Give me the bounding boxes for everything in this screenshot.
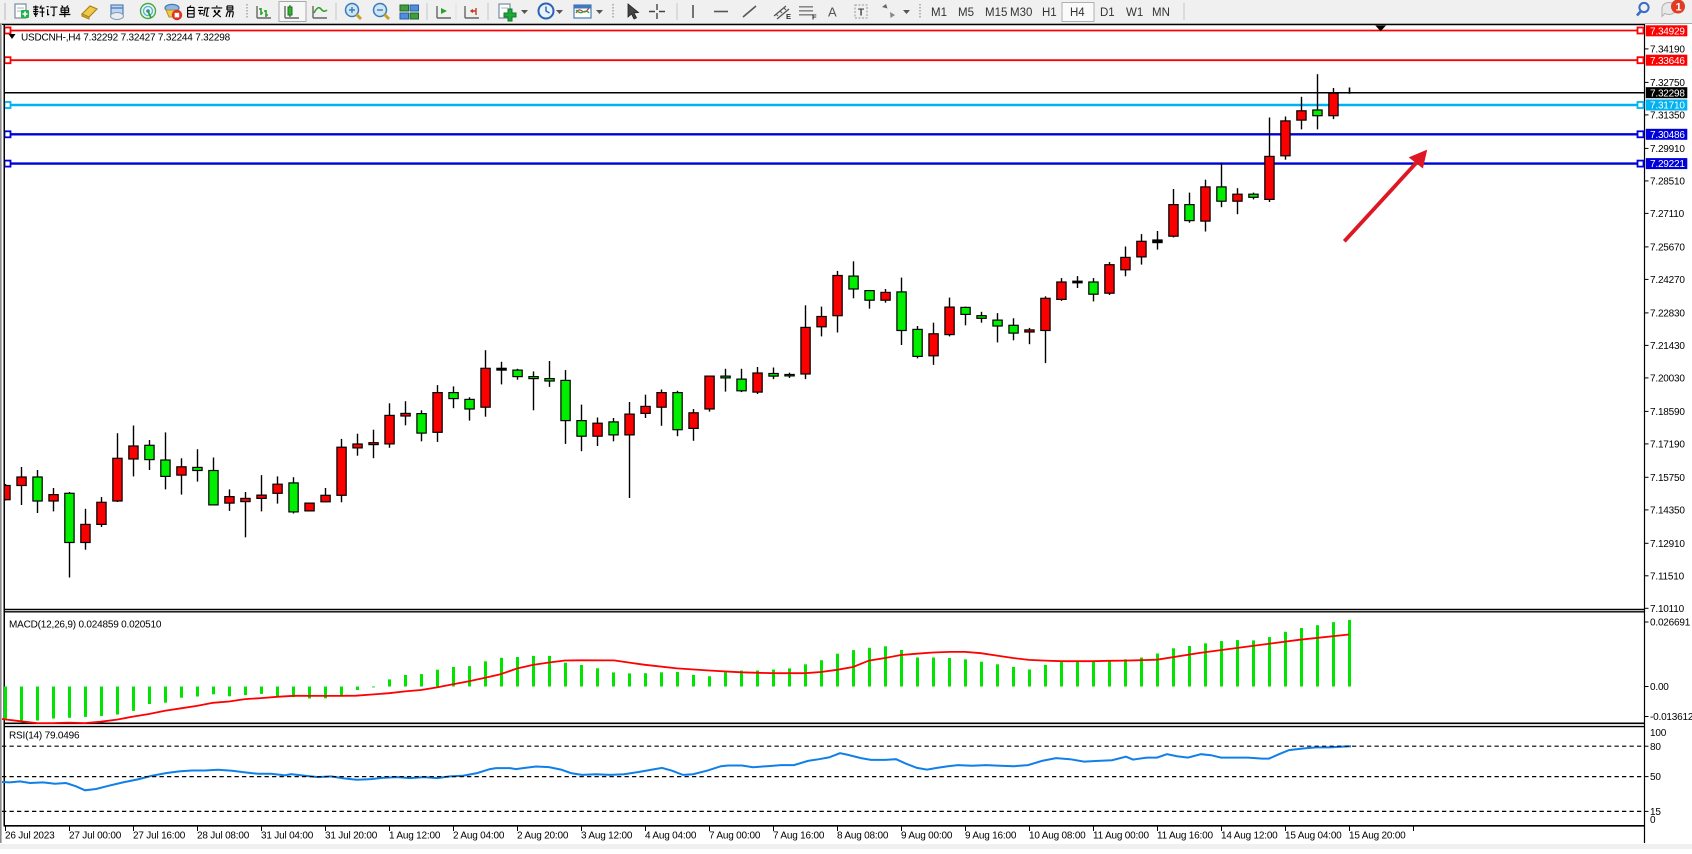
- svg-text:H4: H4: [1070, 7, 1085, 19]
- svg-text:7.18590: 7.18590: [1650, 407, 1685, 418]
- svg-text:7.25670: 7.25670: [1650, 243, 1685, 254]
- svg-text:7 Aug 00:00: 7 Aug 00:00: [709, 830, 761, 841]
- svg-text:7.21430: 7.21430: [1650, 341, 1685, 352]
- svg-text:7.12910: 7.12910: [1650, 539, 1685, 550]
- svg-text:7.27110: 7.27110: [1650, 209, 1685, 220]
- svg-text:11 Aug 00:00: 11 Aug 00:00: [1093, 830, 1149, 841]
- svg-text:7.29221: 7.29221: [1650, 159, 1685, 170]
- svg-text:27 Jul 00:00: 27 Jul 00:00: [69, 830, 122, 841]
- svg-text:A: A: [828, 5, 837, 20]
- svg-text:7.30486: 7.30486: [1650, 130, 1685, 141]
- svg-text:D1: D1: [1100, 7, 1115, 19]
- svg-text:USDCNH-,H4 7.32292 7.32427 7.: USDCNH-,H4 7.32292 7.32427 7.32244 7.322…: [21, 32, 231, 43]
- svg-text:80: 80: [1650, 742, 1661, 753]
- svg-text:7.33646: 7.33646: [1650, 56, 1685, 67]
- svg-text:2 Aug 04:00: 2 Aug 04:00: [453, 830, 505, 841]
- svg-text:9 Aug 00:00: 9 Aug 00:00: [901, 830, 953, 841]
- svg-text:7.24270: 7.24270: [1650, 275, 1685, 286]
- svg-text:F: F: [812, 13, 817, 22]
- svg-text:M15: M15: [985, 7, 1007, 19]
- svg-text:7.31710: 7.31710: [1650, 101, 1685, 112]
- svg-text:M30: M30: [1010, 7, 1032, 19]
- svg-text:0.00: 0.00: [1650, 682, 1669, 693]
- svg-text:15: 15: [1650, 807, 1661, 818]
- svg-text:7.32750: 7.32750: [1650, 78, 1685, 89]
- svg-text:8 Aug 08:00: 8 Aug 08:00: [837, 830, 889, 841]
- svg-text:7.20030: 7.20030: [1650, 374, 1685, 385]
- svg-text:H1: H1: [1042, 7, 1057, 19]
- svg-text:28 Jul 08:00: 28 Jul 08:00: [197, 830, 250, 841]
- svg-text:3 Aug 12:00: 3 Aug 12:00: [581, 830, 633, 841]
- svg-text:7.11510: 7.11510: [1650, 571, 1685, 582]
- svg-text:-0.013612: -0.013612: [1650, 712, 1692, 723]
- svg-text:W1: W1: [1126, 7, 1143, 19]
- svg-text:E: E: [786, 12, 791, 21]
- svg-text:7.17190: 7.17190: [1650, 440, 1685, 451]
- svg-text:7.31350: 7.31350: [1650, 111, 1685, 122]
- svg-text:9 Aug 16:00: 9 Aug 16:00: [965, 830, 1017, 841]
- svg-text:14 Aug 12:00: 14 Aug 12:00: [1221, 830, 1278, 841]
- svg-text:MACD(12,26,9) 0.024859 0.02051: MACD(12,26,9) 0.024859 0.020510: [9, 620, 162, 631]
- svg-text:7.14350: 7.14350: [1650, 506, 1685, 517]
- svg-text:2 Aug 20:00: 2 Aug 20:00: [517, 830, 569, 841]
- svg-text:7.29910: 7.29910: [1650, 144, 1685, 155]
- svg-text:1: 1: [1676, 2, 1682, 14]
- svg-text:50: 50: [1650, 772, 1661, 783]
- svg-text:7.10110: 7.10110: [1650, 604, 1685, 615]
- svg-text:31 Jul 04:00: 31 Jul 04:00: [261, 830, 314, 841]
- svg-text:0.026691: 0.026691: [1650, 618, 1691, 629]
- svg-text:11 Aug 16:00: 11 Aug 16:00: [1157, 830, 1213, 841]
- svg-text:27 Jul 16:00: 27 Jul 16:00: [133, 830, 186, 841]
- svg-text:7.34929: 7.34929: [1650, 26, 1685, 37]
- svg-text:7.22830: 7.22830: [1650, 309, 1685, 320]
- svg-text:100: 100: [1650, 728, 1667, 739]
- svg-text:15 Aug 20:00: 15 Aug 20:00: [1349, 830, 1406, 841]
- svg-text:4 Aug 04:00: 4 Aug 04:00: [645, 830, 697, 841]
- svg-text:RSI(14) 79.0496: RSI(14) 79.0496: [9, 731, 80, 742]
- svg-text:31 Jul 20:00: 31 Jul 20:00: [325, 830, 378, 841]
- svg-text:10 Aug 08:00: 10 Aug 08:00: [1029, 830, 1086, 841]
- svg-text:M5: M5: [958, 7, 974, 19]
- svg-text:7 Aug 16:00: 7 Aug 16:00: [773, 830, 825, 841]
- svg-text:26 Jul 2023: 26 Jul 2023: [5, 830, 55, 841]
- svg-text:7.28510: 7.28510: [1650, 177, 1685, 188]
- svg-text:T: T: [858, 8, 864, 19]
- svg-text:1 Aug 12:00: 1 Aug 12:00: [389, 830, 441, 841]
- svg-text:MN: MN: [1152, 7, 1170, 19]
- svg-text:0: 0: [1650, 815, 1656, 826]
- svg-text:15 Aug 04:00: 15 Aug 04:00: [1285, 830, 1342, 841]
- svg-text:7.34190: 7.34190: [1650, 45, 1685, 56]
- svg-text:7.32298: 7.32298: [1650, 88, 1685, 99]
- svg-text:M1: M1: [931, 7, 947, 19]
- svg-text:7.15750: 7.15750: [1650, 473, 1685, 484]
